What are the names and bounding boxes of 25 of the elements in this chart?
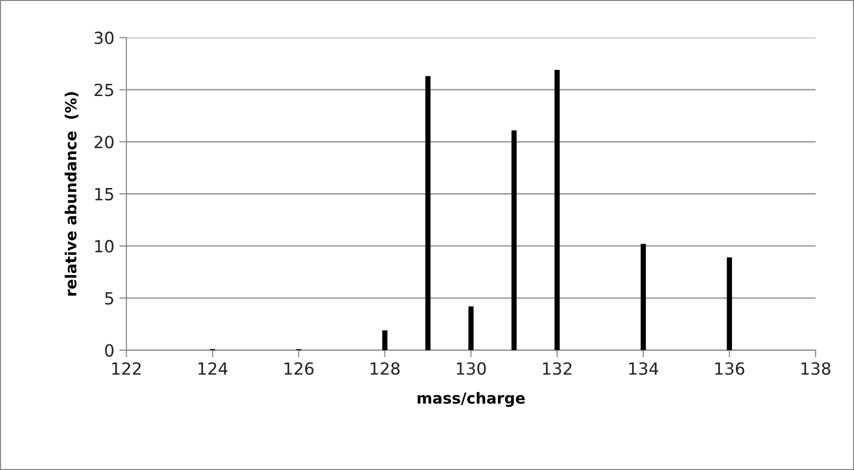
bar bbox=[468, 306, 474, 350]
x-tick-label: 132 bbox=[543, 362, 572, 375]
x-tick-label: 134 bbox=[629, 362, 658, 375]
x-tick-label: 128 bbox=[370, 362, 400, 375]
bar bbox=[425, 76, 430, 350]
x-tick-label: 126 bbox=[284, 362, 314, 375]
y-tick-label: 20 bbox=[94, 136, 114, 148]
bar bbox=[554, 70, 560, 350]
bar bbox=[726, 257, 732, 350]
y-tick-label: 5 bbox=[105, 292, 114, 305]
y-tick-label: 10 bbox=[95, 240, 114, 253]
bar bbox=[640, 244, 646, 350]
x-tick-label: 136 bbox=[715, 362, 744, 375]
bar bbox=[511, 130, 517, 350]
x-tick-label: 122 bbox=[112, 362, 141, 375]
bar bbox=[382, 330, 388, 350]
y-tick-label: 30 bbox=[94, 32, 114, 44]
y-axis-title: relative abundance (%) bbox=[64, 92, 78, 296]
x-tick-label: 130 bbox=[456, 362, 486, 375]
x-tick-label: 124 bbox=[198, 362, 228, 375]
x-axis-title: mass/charge bbox=[418, 392, 525, 407]
y-tick-label: 0 bbox=[105, 344, 114, 357]
y-tick-label: 15 bbox=[95, 188, 114, 200]
y-tick-label: 25 bbox=[94, 84, 114, 96]
x-tick-label: 138 bbox=[801, 362, 830, 375]
